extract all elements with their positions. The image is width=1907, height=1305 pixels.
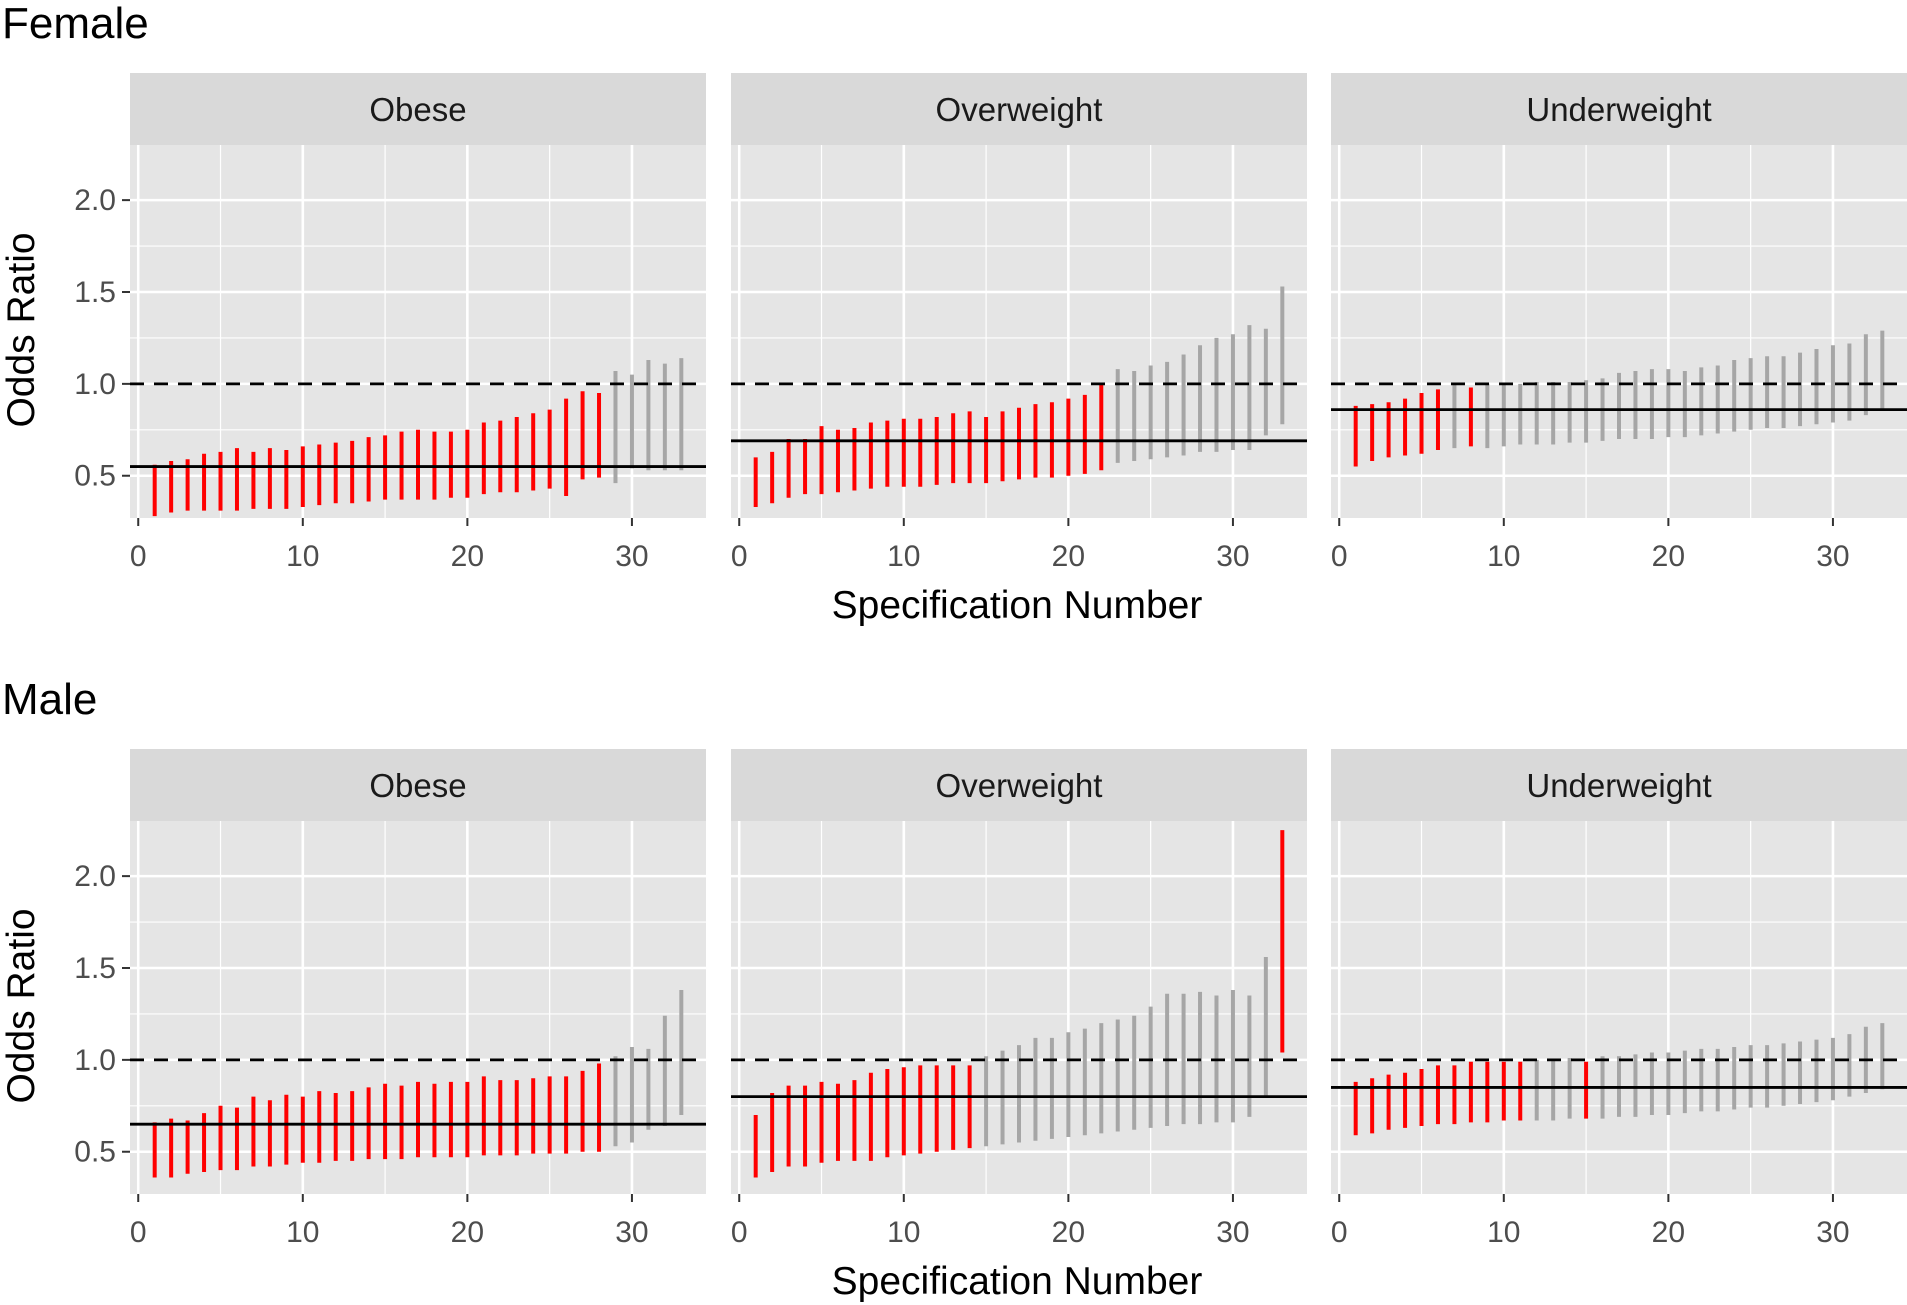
male-x-axis-title: Specification Number xyxy=(832,1260,1203,1303)
x-tick-label: 10 xyxy=(1487,540,1520,573)
facet-label: Underweight xyxy=(1526,91,1711,128)
facet-strip xyxy=(1331,749,1907,821)
female-panels: 0.5 1.0 1.5 2.0 Obese 0 10 20 30 Overweight 0 10 20 3… xyxy=(74,73,1907,573)
x-tick-label: 20 xyxy=(1652,540,1685,573)
male-y-tick-label: 1.5 xyxy=(74,952,116,985)
facet-label: Obese xyxy=(369,91,466,128)
panel-background xyxy=(1331,145,1907,518)
male-panel-obese: Obese 0 10 20 30 xyxy=(130,749,706,1249)
x-tick-label: 10 xyxy=(286,540,319,573)
x-tick-label: 0 xyxy=(731,540,748,573)
x-tick-label: 0 xyxy=(130,540,147,573)
facet-strip xyxy=(1331,73,1907,145)
x-tick-label: 20 xyxy=(1652,1216,1685,1249)
facet-strip xyxy=(130,73,706,145)
x-tick-label: 10 xyxy=(887,1216,920,1249)
x-tick-label: 20 xyxy=(451,1216,484,1249)
facet-strip xyxy=(731,749,1307,821)
x-tick-label: 30 xyxy=(615,1216,648,1249)
male-y-axis-title: Odds Ratio xyxy=(0,908,43,1103)
facet-label: Obese xyxy=(369,767,466,804)
female-chart-title: Female xyxy=(2,0,149,48)
female-y-tick-label: 1.5 xyxy=(74,276,116,309)
facet-strip xyxy=(130,749,706,821)
female-y-tick-label: 1.0 xyxy=(74,368,116,401)
x-tick-label: 30 xyxy=(1816,1216,1849,1249)
x-tick-label: 0 xyxy=(1331,1216,1348,1249)
x-tick-label: 30 xyxy=(1216,540,1249,573)
male-y-tick-label: 0.5 xyxy=(74,1136,116,1169)
x-tick-label: 0 xyxy=(731,1216,748,1249)
male-y-tick-label: 2.0 xyxy=(74,860,116,893)
male-chart-title: Male xyxy=(2,675,97,724)
x-tick-label: 10 xyxy=(887,540,920,573)
male-chart-block: Male Odds Ratio Specification Number 0.5… xyxy=(0,675,1907,1303)
female-y-tick-label: 0.5 xyxy=(74,460,116,493)
female-chart-block: Female Odds Ratio Specification Number 0… xyxy=(0,0,1907,627)
facet-label: Overweight xyxy=(936,91,1103,128)
male-panel-underweight: Underweight 0 10 20 30 xyxy=(1331,749,1907,1249)
x-tick-label: 20 xyxy=(1052,540,1085,573)
male-panel-overweight: Overweight 0 10 20 30 xyxy=(731,749,1307,1249)
x-tick-label: 30 xyxy=(1216,1216,1249,1249)
facet-strip xyxy=(731,73,1307,145)
x-tick-label: 0 xyxy=(1331,540,1348,573)
male-y-tick-label: 1.0 xyxy=(74,1044,116,1077)
x-tick-label: 30 xyxy=(615,540,648,573)
female-panel-underweight: Underweight 0 10 20 30 xyxy=(1331,73,1907,573)
female-panel-obese: Obese 0 10 20 30 xyxy=(130,73,706,573)
x-tick-label: 20 xyxy=(1052,1216,1085,1249)
male-panels: 0.5 1.0 1.5 2.0 Obese 0 10 20 30 Overweight 0 10 20 3… xyxy=(74,749,1907,1249)
female-x-axis-title: Specification Number xyxy=(832,584,1203,627)
x-tick-label: 10 xyxy=(286,1216,319,1249)
x-tick-label: 10 xyxy=(1487,1216,1520,1249)
panel-background xyxy=(1331,821,1907,1194)
facet-label: Overweight xyxy=(936,767,1103,804)
female-y-tick-label: 2.0 xyxy=(74,184,116,217)
x-tick-label: 0 xyxy=(130,1216,147,1249)
female-panel-overweight: Overweight 0 10 20 30 xyxy=(731,73,1307,573)
x-tick-label: 20 xyxy=(451,540,484,573)
x-tick-label: 30 xyxy=(1816,540,1849,573)
female-y-axis-title: Odds Ratio xyxy=(0,232,43,427)
facet-label: Underweight xyxy=(1526,767,1711,804)
